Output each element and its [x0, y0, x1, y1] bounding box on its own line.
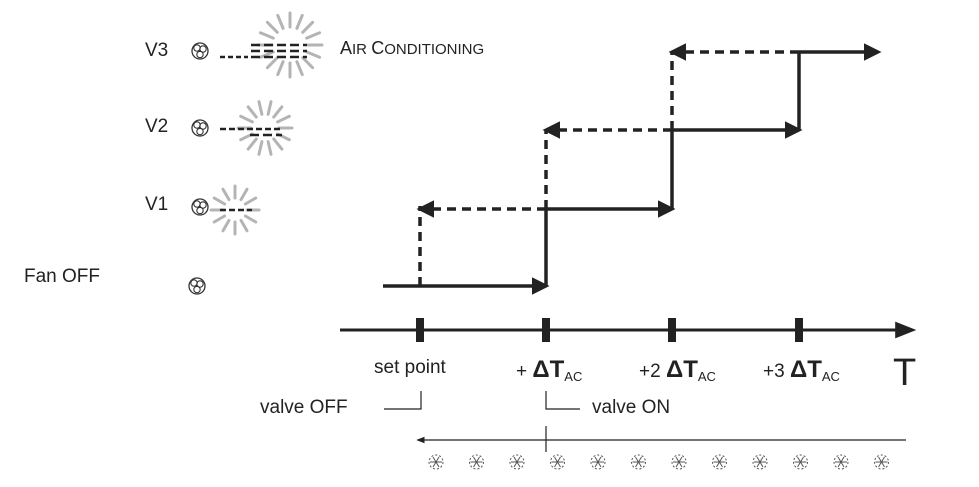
tick-prefix: +2 — [639, 361, 666, 382]
axis-label-t: T — [893, 352, 916, 394]
level-label-v2: V2 — [145, 116, 168, 137]
axis-tick-delta-3 — [795, 318, 803, 342]
air-conditioning-cap2: C — [371, 38, 384, 58]
air-conditioning-rest2: ONDITIONING — [384, 41, 484, 58]
tick-delta: ΔT — [532, 356, 564, 383]
axis-tick-delta-2 — [668, 318, 676, 342]
cooling-burst-icon — [256, 11, 324, 79]
fan-icon — [191, 42, 209, 60]
falling-step-curve — [416, 43, 799, 286]
axis-ticks — [416, 318, 803, 342]
snowflake-icon — [671, 454, 687, 470]
snowflake-row — [428, 454, 889, 470]
fan-icon — [188, 277, 206, 295]
level-label-fan-off: Fan OFF — [24, 266, 100, 287]
tick-label-delta-2: +2 ΔTAC — [639, 356, 716, 384]
tick-subscript: AC — [698, 369, 716, 384]
valve-off-bracket — [384, 391, 422, 410]
axis-tick-delta-1 — [542, 318, 550, 342]
snowflake-icon — [833, 454, 849, 470]
valve-on-bracket — [545, 391, 580, 410]
fan-icon — [191, 119, 209, 137]
snowflake-icon — [752, 454, 768, 470]
tick-label-delta-1: + ΔTAC — [516, 356, 582, 384]
snowflake-icon — [590, 454, 606, 470]
snowflake-icon — [428, 454, 444, 470]
tick-delta: ΔT — [666, 356, 698, 383]
tick-delta: ΔT — [790, 356, 822, 383]
tick-label-set-point: set point — [374, 357, 447, 378]
snowflake-icon — [550, 454, 565, 470]
air-conditioning-rest1: IR — [352, 41, 371, 58]
level-label-v1: V1 — [145, 194, 168, 215]
snowflake-icon — [874, 454, 889, 470]
tick-subscript: AC — [564, 369, 582, 384]
tick-prefix: + — [516, 361, 532, 382]
snowflake-icon — [712, 454, 727, 470]
tick-prefix: +3 — [763, 361, 790, 382]
snowflake-icon — [793, 454, 808, 470]
cooling-burst-icon — [236, 100, 294, 156]
air-conditioning-cap1: A — [340, 38, 352, 58]
snowflake-icon — [631, 454, 646, 470]
axis-tick-set-point — [416, 318, 424, 342]
fan-speed-dashes — [220, 43, 307, 212]
rising-step-curve — [383, 43, 882, 295]
tick-label-delta-3: +3 ΔTAC — [763, 356, 840, 384]
level-label-v3: V3 — [145, 40, 168, 61]
valve-on-label: valve ON — [592, 397, 670, 418]
fan-icon — [191, 198, 209, 216]
snowflake-icon — [509, 454, 525, 470]
snowflake-icon — [469, 454, 484, 470]
tick-subscript: AC — [822, 369, 840, 384]
valve-off-label: valve OFF — [260, 397, 348, 418]
air-conditioning-label: AIR CONDITIONING — [340, 38, 484, 58]
